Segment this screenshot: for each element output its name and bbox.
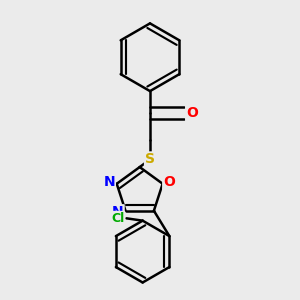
- Text: N: N: [112, 205, 124, 219]
- Text: O: O: [186, 106, 198, 120]
- Text: N: N: [103, 175, 115, 189]
- Text: O: O: [163, 175, 175, 189]
- Text: Cl: Cl: [111, 212, 124, 225]
- Text: S: S: [145, 152, 155, 167]
